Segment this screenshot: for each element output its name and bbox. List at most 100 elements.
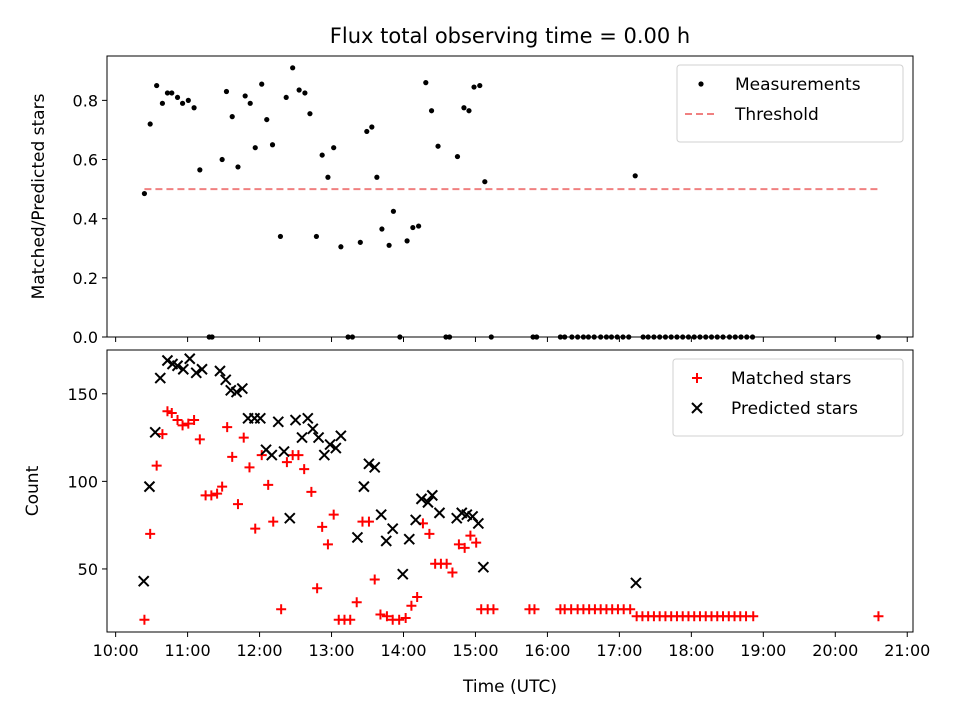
matched-star-point [206,490,217,501]
predicted-star-point [318,449,331,461]
legend-swatch [692,373,702,383]
predicted-star-point [312,431,325,444]
predicted-star-point [403,533,415,545]
matched-star-point [217,481,228,492]
measurement-point [197,167,203,173]
measurement-point [179,100,186,106]
measurement-point [331,145,337,151]
legend-label: Threshold [734,105,819,125]
matched-star-point [317,521,328,532]
x-tick-label: 13:00 [308,641,354,660]
figure-title: Flux total observing time = 0.00 h [330,24,690,48]
predicted-star-point [254,412,266,425]
y-tick-label: 0.2 [73,269,98,288]
measurement-point [357,239,363,245]
count-panel: 10:00 11:00 12:00 13:00 14:00 15:00 16:00 17:00… [23,349,930,660]
y-tick-label: 50 [78,560,98,579]
predicted-star-point [302,412,314,425]
measurement-point [147,121,153,127]
measurement-point [435,143,441,149]
legend-box [676,64,904,143]
predicted-star-point [330,442,342,454]
legend-box [672,358,904,437]
measurement-point [423,80,429,86]
matched-star-point [238,432,249,443]
measurement-point [296,87,302,93]
measurement-point [471,84,477,90]
matched-star-point [151,460,162,471]
series-0 [141,65,882,340]
predicted-star-point [324,438,336,451]
predicted-star-point [190,367,202,379]
predicted-star-point [284,512,296,524]
predicted-star-point [307,423,319,435]
measurement-point [338,244,344,250]
measurement-point [247,100,253,106]
measurement-point [307,111,313,117]
plot-frame [106,349,914,633]
matched-star-point [363,516,374,527]
matched-star-point [312,583,323,594]
y-tick-label: 150 [67,385,98,404]
predicted-star-point [154,372,166,384]
measurement-point [283,94,289,101]
predicted-star-point [196,363,208,375]
measurement-point [229,114,235,120]
measurement-point [169,90,175,96]
y-tick-label: 0.8 [73,91,98,110]
measurement-point [154,82,160,89]
measurement-point [219,156,225,163]
matched-star-point [157,429,168,440]
predicted-star-point [386,522,399,535]
legend-swatch [698,81,704,87]
measurement-point [185,97,191,103]
measurement-point [364,128,370,135]
matched-star-point [351,597,362,608]
measurement-point [410,224,416,231]
matched-star-point [459,542,470,553]
matched-star-point [529,604,540,615]
matched-star-point [441,558,452,569]
matched-star-point [447,567,458,578]
matched-star-point [227,451,238,462]
matched-star-point [488,604,499,615]
predicted-star-point [272,416,284,428]
predicted-star-point [278,445,290,458]
predicted-star-point [415,493,428,505]
matched-star-point [281,457,292,468]
y-axis-label: Count [23,465,43,516]
measurement-point [174,94,181,101]
legend-label: Predicted stars [731,399,858,419]
measurement-point [428,108,435,114]
measurement-point [264,116,270,123]
x-tick-label: 20:00 [812,641,858,660]
matched-star-point [465,530,476,541]
measurement-point [379,226,385,232]
matched-star-point [873,611,884,622]
predicted-star-point [375,508,387,521]
matched-star-point [625,604,636,615]
matched-star-point [453,539,464,550]
x-tick-label: 21:00 [884,641,930,660]
predicted-star-point [171,360,184,372]
ratio-panel: 0.0 0.2 0.4 0.6 0.8 Matched/Predicted stars Me… [29,55,914,347]
predicted-star-point [214,365,226,377]
measurement-point [159,100,166,106]
measurement-point [141,190,148,197]
matched-star-point [394,614,405,625]
measurement-point [223,88,230,95]
predicted-star-point [266,449,278,461]
measurement-point [390,208,397,214]
predicted-star-point [184,353,196,365]
measurement-point [404,238,410,244]
y-tick-label: 100 [67,472,98,491]
measurement-point [632,173,638,179]
predicted-star-point [368,461,381,474]
measurement-point [461,105,467,111]
predicted-star-point [335,430,347,442]
matched-star-point [306,486,317,497]
predicted-star-point [472,517,485,530]
measurement-point [454,153,461,160]
matched-star-point [222,422,233,433]
predicted-star-point [397,568,409,580]
